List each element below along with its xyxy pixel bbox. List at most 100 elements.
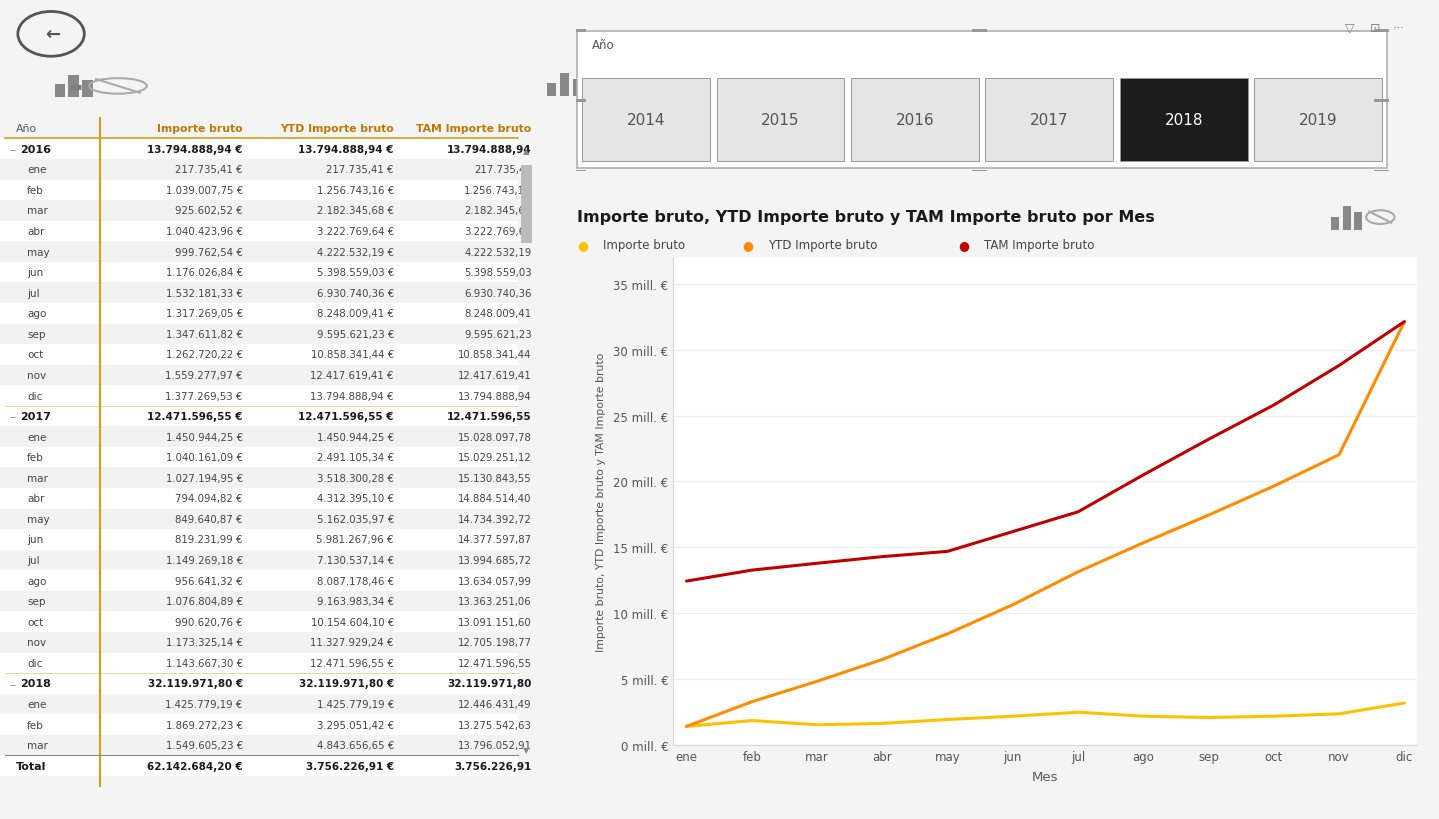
Text: Año: Año (16, 124, 37, 134)
Bar (0, 714, 518, 735)
Bar (0, 386, 518, 406)
Bar (0, 324, 518, 345)
Text: 3.222.769,64: 3.222.769,64 (463, 227, 531, 237)
Bar (0, 530, 518, 550)
Text: ▽: ▽ (1345, 22, 1356, 35)
Bar (0, 180, 518, 201)
Text: 13.794.888,94: 13.794.888,94 (448, 145, 531, 155)
Text: 1.027.194,95 €: 1.027.194,95 € (165, 473, 243, 483)
Bar (55, 85, 65, 97)
Bar (0, 694, 518, 714)
Text: 2017: 2017 (1030, 113, 1069, 128)
Text: lıl: lıl (69, 83, 79, 93)
Text: 990.620,76 €: 990.620,76 € (176, 617, 243, 627)
Text: 1.450.944,25 €: 1.450.944,25 € (317, 432, 394, 442)
Text: jul: jul (27, 555, 40, 565)
Text: 1.559.277,97 €: 1.559.277,97 € (165, 370, 243, 381)
Text: 14.734.392,72: 14.734.392,72 (458, 514, 531, 524)
Text: 5.398.559,03 €: 5.398.559,03 € (317, 268, 394, 278)
Text: Importe bruto: Importe bruto (157, 124, 243, 134)
Bar (717, 79, 845, 162)
Bar (583, 79, 709, 162)
Text: 925.602,52 €: 925.602,52 € (176, 206, 243, 216)
Text: Importe bruto, YTD Importe bruto y TAM Importe bruto por Mes: Importe bruto, YTD Importe bruto y TAM I… (577, 210, 1154, 224)
Text: −: − (9, 145, 16, 154)
Text: TAM Importe bruto: TAM Importe bruto (984, 239, 1095, 252)
Text: 956.641,32 €: 956.641,32 € (176, 576, 243, 586)
Text: 3.295.051,42 €: 3.295.051,42 € (317, 720, 394, 730)
Text: 2018: 2018 (1164, 113, 1203, 128)
Text: 2015: 2015 (761, 113, 800, 128)
Bar (571, 170, 586, 174)
Text: feb: feb (27, 453, 43, 463)
Text: ago: ago (27, 309, 46, 319)
Text: −: − (9, 412, 16, 421)
Text: ←: ← (45, 26, 60, 43)
Bar (1354, 213, 1363, 230)
Bar (0, 304, 518, 324)
Bar (973, 170, 987, 174)
Bar (0, 612, 518, 632)
Bar (0, 735, 518, 755)
X-axis label: Mes: Mes (1032, 770, 1059, 783)
Text: 9.163.983,34 €: 9.163.983,34 € (317, 596, 394, 606)
Text: ▪▪: ▪▪ (69, 81, 82, 91)
Text: 13.091.151,60: 13.091.151,60 (458, 617, 531, 627)
Bar (0, 201, 518, 221)
Text: 1.450.944,25 €: 1.450.944,25 € (165, 432, 243, 442)
Text: ●: ● (743, 239, 754, 252)
Text: 2.491.105,34 €: 2.491.105,34 € (317, 453, 394, 463)
Text: 2018: 2018 (20, 679, 52, 689)
Text: 13.363.251,06: 13.363.251,06 (458, 596, 531, 606)
Bar (521, 165, 532, 243)
Text: 4.222.532,19 €: 4.222.532,19 € (317, 247, 394, 257)
Text: 11.327.929,24 €: 11.327.929,24 € (311, 637, 394, 648)
Bar (0, 160, 518, 180)
Text: 13.794.888,94 €: 13.794.888,94 € (311, 391, 394, 401)
Text: jun: jun (27, 535, 43, 545)
Text: 13.796.052,91: 13.796.052,91 (458, 740, 531, 750)
Bar (1374, 30, 1389, 33)
Text: 1.176.026,84 €: 1.176.026,84 € (165, 268, 243, 278)
Text: 794.094,82 €: 794.094,82 € (176, 494, 243, 504)
Bar (1331, 218, 1338, 230)
Text: 1.040.423,96 €: 1.040.423,96 € (165, 227, 243, 237)
Text: 32.119.971,80 €: 32.119.971,80 € (299, 679, 394, 689)
Bar (0, 406, 518, 427)
Text: 4.222.532,19: 4.222.532,19 (465, 247, 531, 257)
Text: ▼: ▼ (524, 745, 530, 754)
Text: 12.471.596,55: 12.471.596,55 (448, 412, 531, 422)
Text: 8.087.178,46 €: 8.087.178,46 € (317, 576, 394, 586)
Text: 13.634.057,99: 13.634.057,99 (458, 576, 531, 586)
Text: 1.425.779,19 €: 1.425.779,19 € (317, 699, 394, 709)
Text: 13.275.542,63: 13.275.542,63 (458, 720, 531, 730)
Text: −: − (9, 679, 16, 688)
Bar (560, 74, 570, 97)
Bar (0, 283, 518, 304)
Text: 10.858.341,44: 10.858.341,44 (458, 350, 531, 360)
Bar (973, 30, 987, 33)
Text: 13.794.888,94 €: 13.794.888,94 € (147, 145, 243, 155)
Text: 1.143.667,30 €: 1.143.667,30 € (165, 658, 243, 668)
Bar (0, 755, 518, 776)
Text: dic: dic (27, 391, 42, 401)
Text: Total: Total (16, 761, 46, 771)
Text: 5.981.267,96 €: 5.981.267,96 € (317, 535, 394, 545)
Text: ⊡: ⊡ (1370, 22, 1380, 35)
Bar (0, 488, 518, 509)
Bar (547, 84, 555, 97)
Text: may: may (27, 247, 49, 257)
Text: Año: Año (591, 39, 614, 52)
Bar (0, 447, 518, 468)
Bar (986, 79, 1114, 162)
Bar (0, 673, 518, 694)
Text: 1.256.743,16 €: 1.256.743,16 € (317, 186, 394, 196)
Bar (0, 221, 518, 242)
Bar (1120, 79, 1248, 162)
Text: 3.222.769,64 €: 3.222.769,64 € (317, 227, 394, 237)
Bar (0, 365, 518, 386)
Text: 217.735,41: 217.735,41 (473, 165, 531, 175)
Text: 12.471.596,55 €: 12.471.596,55 € (147, 412, 243, 422)
Text: ···: ··· (1393, 22, 1404, 35)
Text: ●: ● (958, 239, 970, 252)
